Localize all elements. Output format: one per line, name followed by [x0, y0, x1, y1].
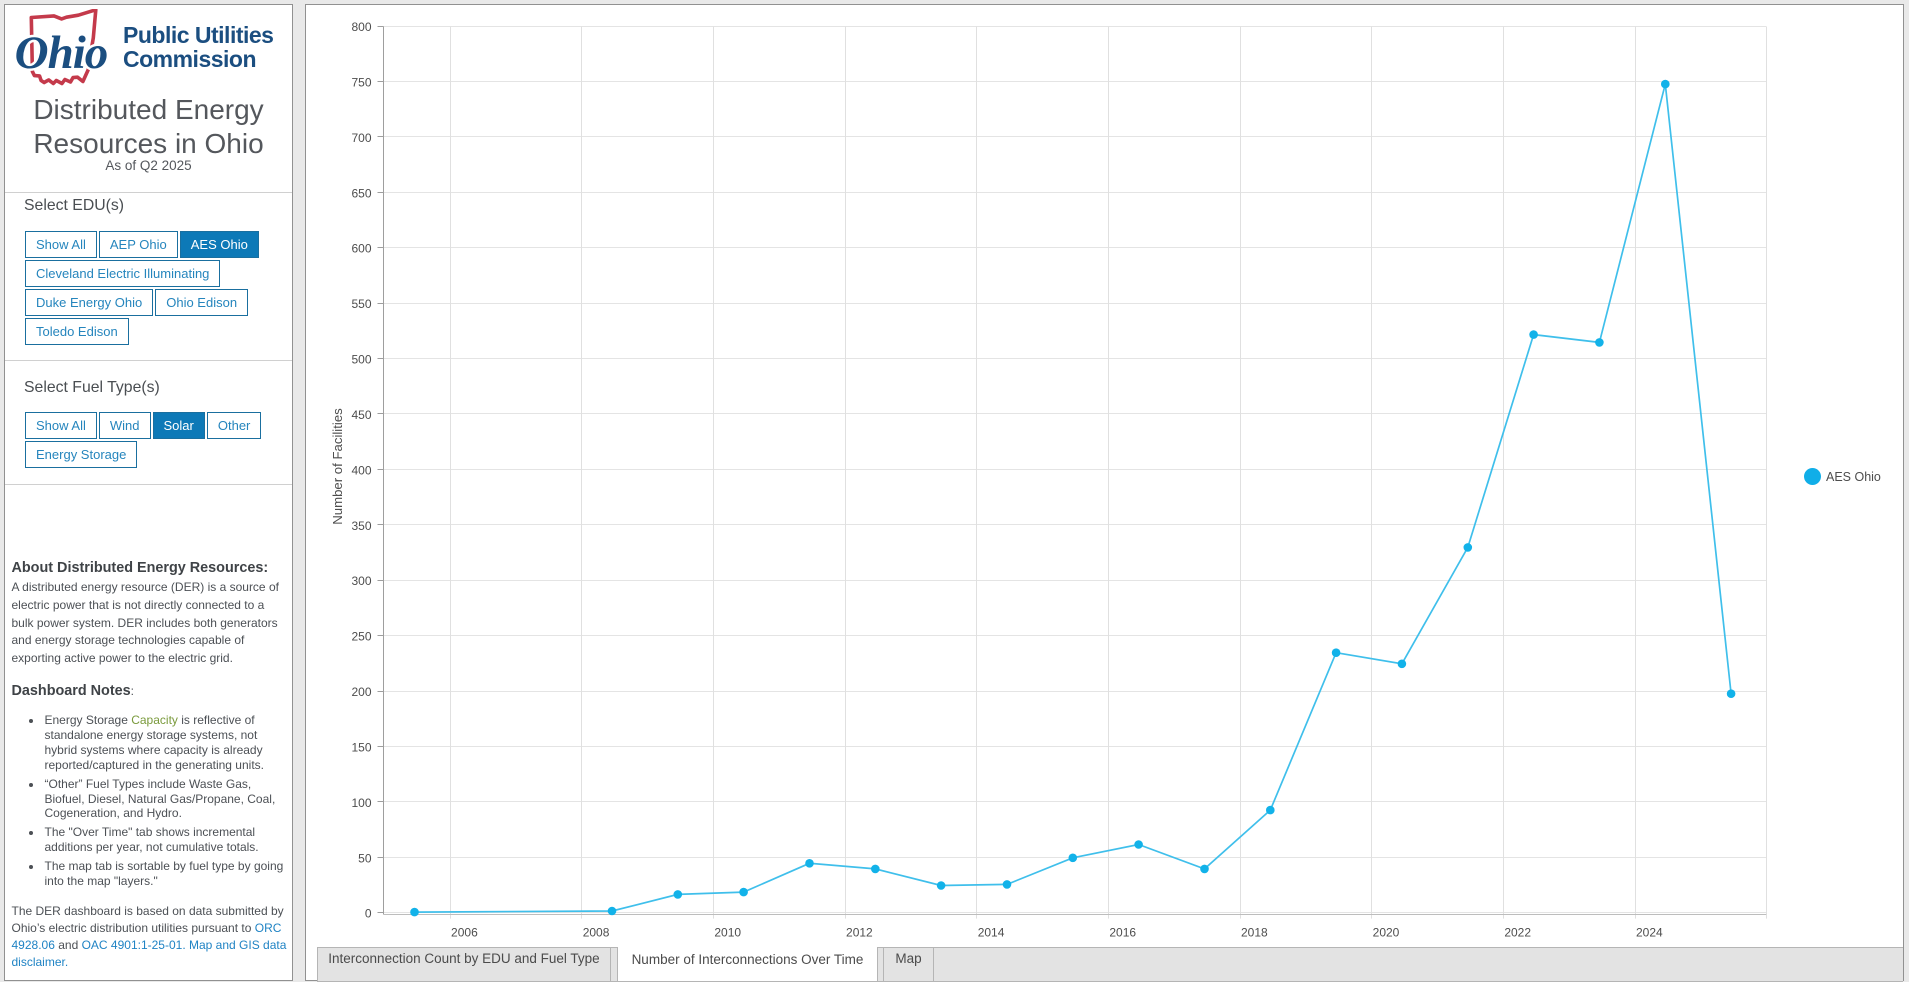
svg-text:2014: 2014: [978, 926, 1005, 940]
svg-text:100: 100: [351, 796, 371, 810]
svg-text:Ohio: Ohio: [15, 27, 108, 79]
svg-text:50: 50: [358, 851, 372, 865]
svg-text:400: 400: [351, 463, 371, 477]
svg-text:0: 0: [365, 907, 372, 921]
svg-text:300: 300: [351, 574, 371, 588]
svg-text:2010: 2010: [714, 926, 741, 940]
svg-text:150: 150: [351, 740, 371, 754]
svg-text:2008: 2008: [583, 926, 610, 940]
svg-text:Number of Facilities: Number of Facilities: [330, 408, 345, 525]
svg-text:350: 350: [351, 519, 371, 533]
svg-text:550: 550: [351, 297, 371, 311]
svg-text:2012: 2012: [846, 926, 873, 940]
svg-text:2024: 2024: [1636, 926, 1663, 940]
svg-text:650: 650: [351, 186, 371, 200]
svg-text:250: 250: [351, 630, 371, 644]
svg-text:200: 200: [351, 685, 371, 699]
svg-text:2018: 2018: [1241, 926, 1268, 940]
svg-text:2020: 2020: [1373, 926, 1400, 940]
svg-text:2006: 2006: [451, 926, 478, 940]
svg-text:600: 600: [351, 242, 371, 256]
svg-text:500: 500: [351, 353, 371, 367]
svg-text:450: 450: [351, 408, 371, 422]
svg-text:700: 700: [351, 131, 371, 145]
svg-text:800: 800: [351, 20, 371, 34]
svg-text:2022: 2022: [1504, 926, 1531, 940]
svg-text:2016: 2016: [1109, 926, 1136, 940]
svg-text:750: 750: [351, 75, 371, 89]
